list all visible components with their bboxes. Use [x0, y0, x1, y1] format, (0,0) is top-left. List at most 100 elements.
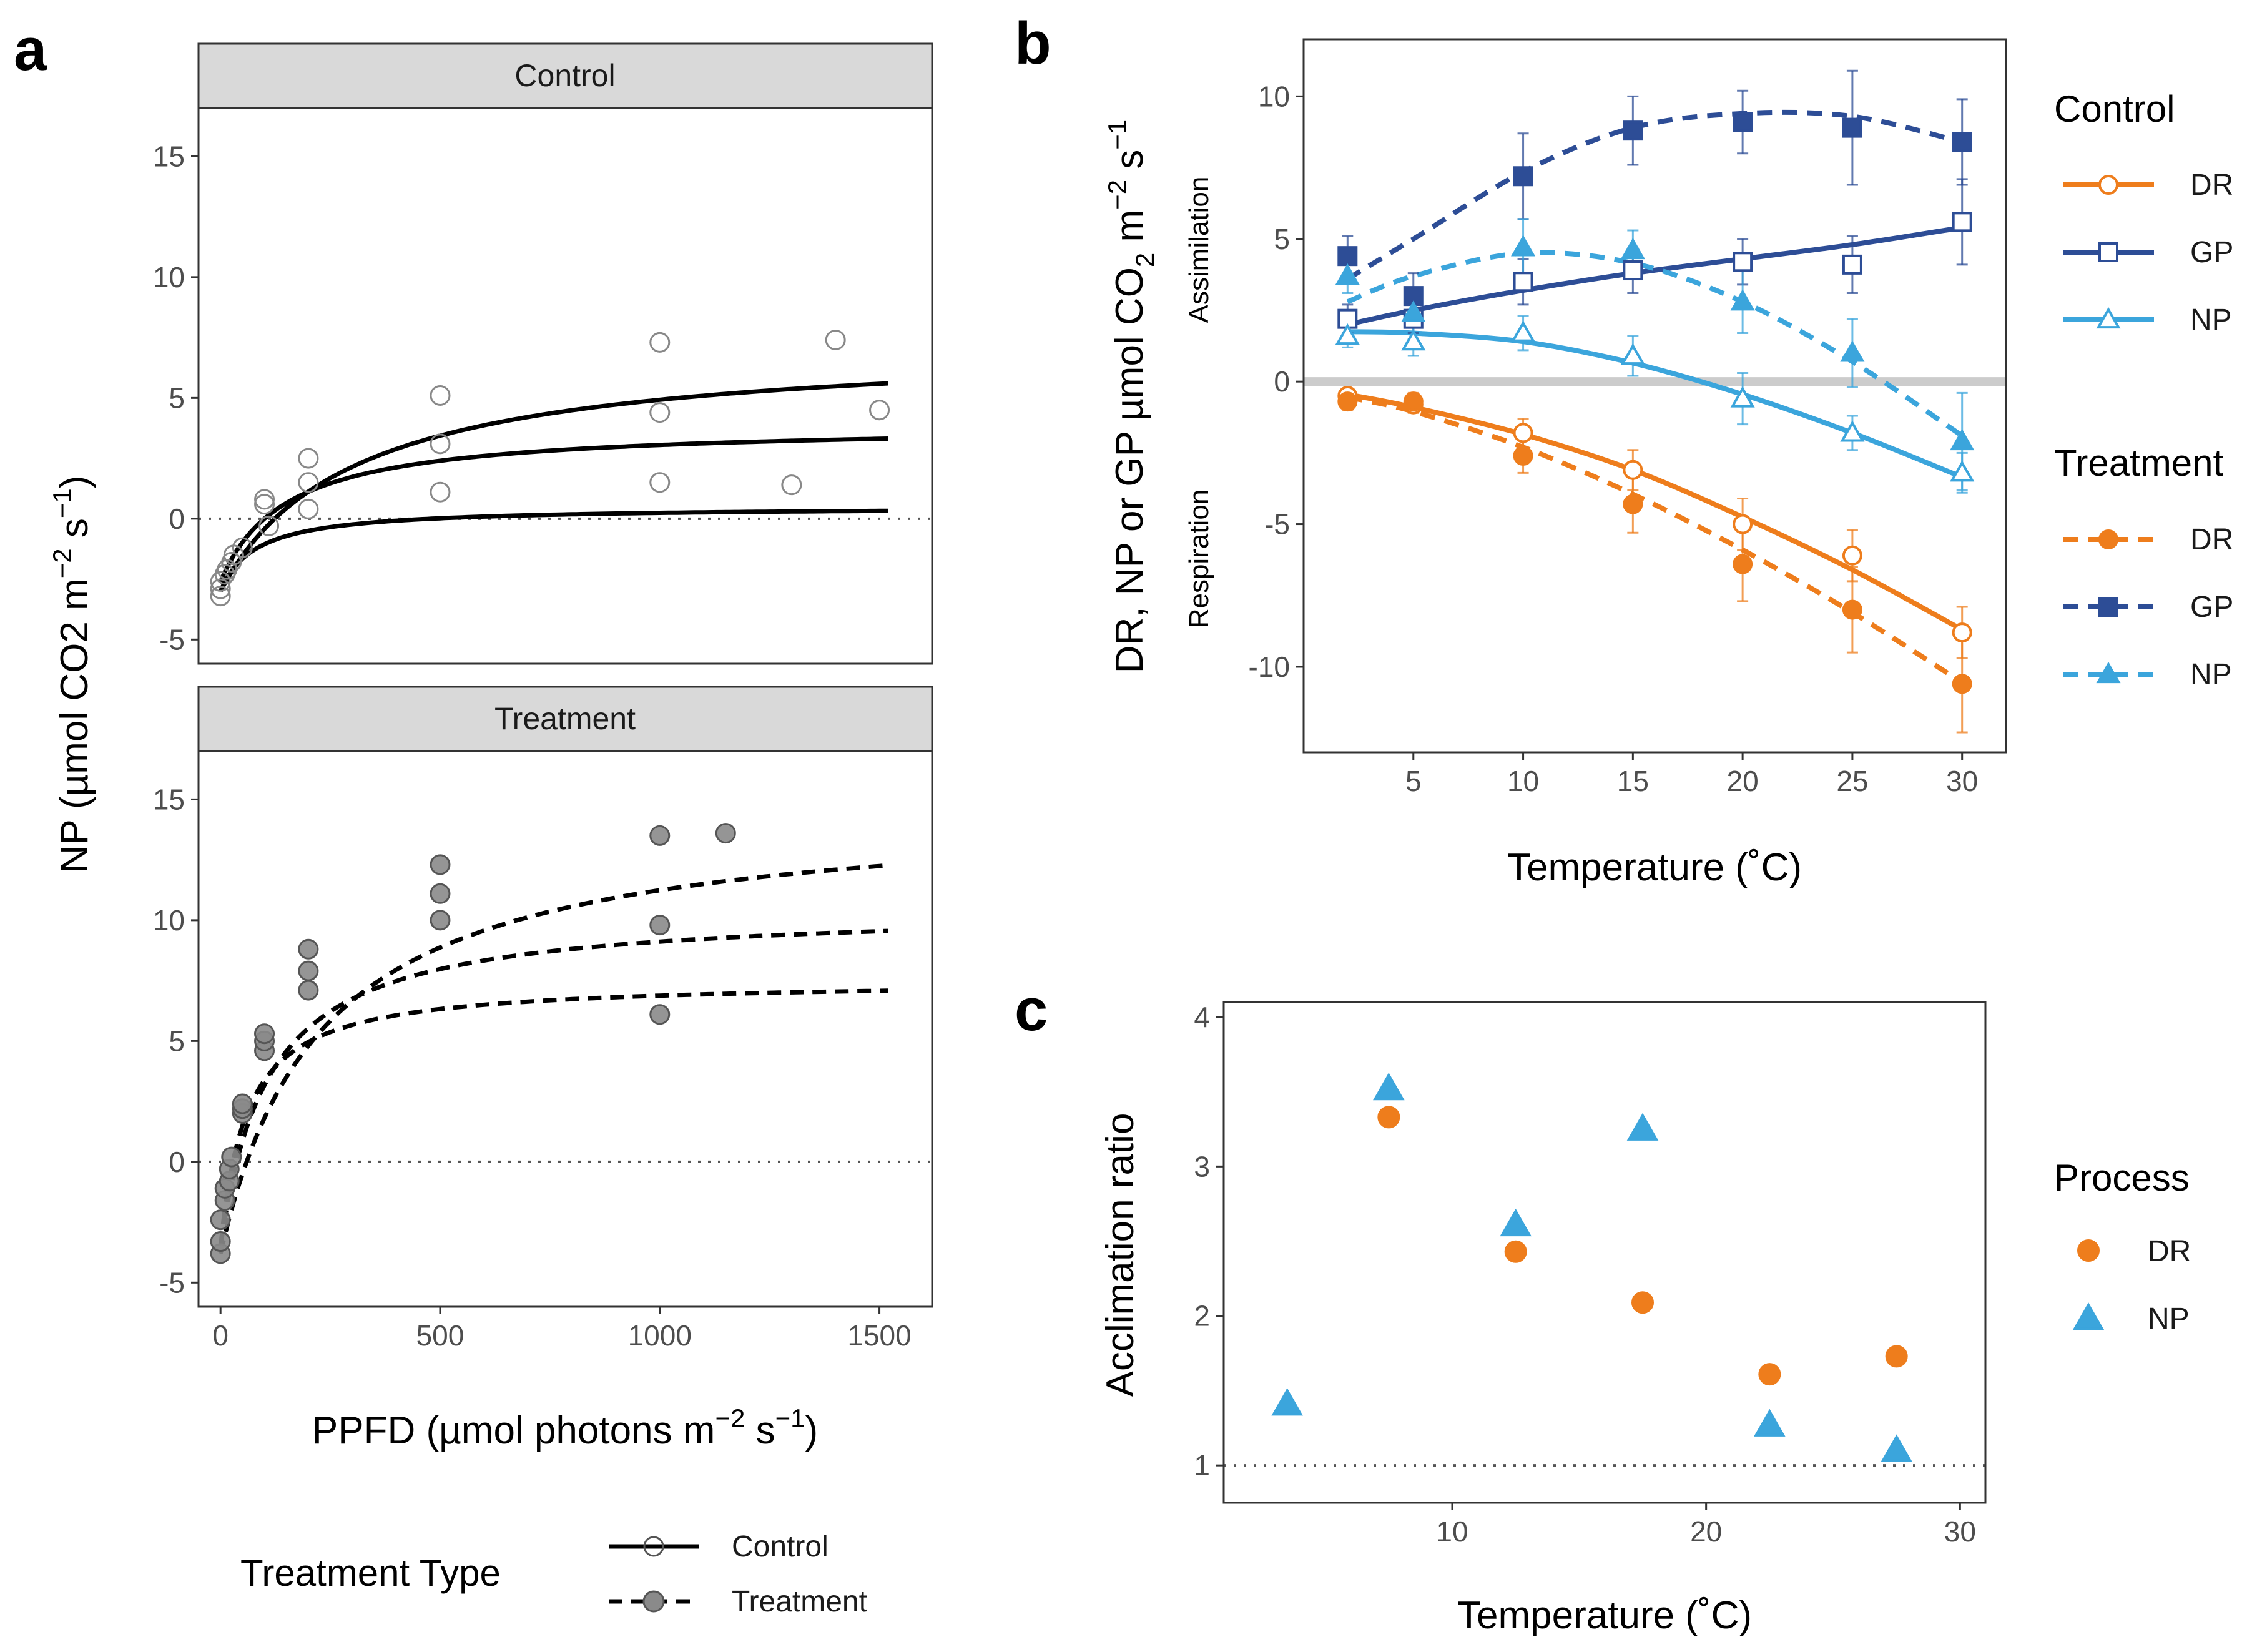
- a-control-point: [649, 402, 671, 423]
- b-legend-keys: [2063, 175, 2154, 684]
- b-x-tick-label: 15: [1617, 765, 1649, 797]
- b-error-bars: [1342, 69, 1968, 734]
- a-treatment-fit-curve-1: [218, 863, 888, 1254]
- b-x-tick-label: 10: [1507, 765, 1539, 797]
- a-control-point: [298, 472, 319, 493]
- a-top-fit-curves: [219, 381, 888, 592]
- b-y-tick-label: -5: [1264, 508, 1290, 541]
- b-point-treatment-dr: [1403, 391, 1424, 412]
- a-x-tick-label: 1000: [628, 1319, 692, 1352]
- b-point-treatment-dr: [1513, 445, 1533, 466]
- c-legend-key-np: [2072, 1302, 2105, 1330]
- a-bottom-y-tick-label: 10: [153, 904, 185, 937]
- a-treatment-point: [210, 1231, 231, 1252]
- c-y-tick-label: 3: [1194, 1150, 1210, 1182]
- b-x-tick-label: 5: [1405, 765, 1422, 797]
- c-point-dr: [1885, 1345, 1908, 1368]
- b-fit-curves: [1346, 109, 1964, 685]
- a-control-fit-curve-1: [219, 381, 888, 592]
- b-y-tick-label: 0: [1274, 365, 1290, 398]
- a-y-axis-title: NP (µmol CO2 m−2 s−1): [47, 476, 96, 873]
- a-treatment-point: [254, 1023, 275, 1045]
- c-x-axis: 10 20 30: [1436, 1503, 1976, 1548]
- b-point-control-gp: [1842, 254, 1862, 275]
- a-bottom-y-tick-label: 15: [153, 783, 185, 815]
- a-legend: Treatment Type Control Treatment: [240, 1530, 867, 1618]
- c-x-axis-title: Temperature (˚C): [1457, 1594, 1752, 1637]
- b-legend-key-marker-control-dr: [2098, 175, 2118, 195]
- b-legend-label-treatment-dr: DR: [2190, 523, 2233, 556]
- a-control-point: [210, 578, 231, 599]
- a-control-point: [298, 498, 319, 519]
- panel-c: 1 2 3 4 10 20 30 Temperature (˚C) Acclimation…: [1099, 1001, 2191, 1637]
- a-control-point: [210, 586, 231, 607]
- b-point-treatment-dr: [1733, 554, 1753, 574]
- b-point-control-gp: [1623, 260, 1643, 281]
- a-top-plot-border: [197, 107, 933, 665]
- b-point-treatment-gp: [1733, 112, 1753, 132]
- panel-letter-a: a: [14, 16, 47, 83]
- c-y-axis: 1 2 3 4: [1194, 1001, 1224, 1482]
- b-legend-label-treatment-np: NP: [2190, 658, 2232, 691]
- b-point-treatment-gp: [1952, 132, 1972, 152]
- a-top-y-tick-label: 10: [153, 261, 185, 293]
- b-point-treatment-np: [1950, 428, 1975, 451]
- a-x-tick-label: 1500: [847, 1319, 911, 1352]
- b-point-treatment-gp: [1842, 117, 1862, 138]
- c-point-dr: [1504, 1240, 1527, 1263]
- a-control-point: [869, 400, 890, 421]
- c-point-np: [1500, 1208, 1532, 1237]
- b-point-control-np: [1730, 386, 1755, 408]
- c-y-axis-title: Acclimation ratio: [1099, 1113, 1142, 1397]
- b-point-control-dr: [1842, 545, 1862, 566]
- c-y-tick-label: 2: [1194, 1300, 1210, 1332]
- panel-letter-c: c: [1015, 976, 1048, 1043]
- b-point-control-np: [1401, 329, 1426, 351]
- a-bottom-plot-border: [197, 750, 933, 1308]
- b-point-treatment-gp: [1623, 120, 1643, 141]
- b-fit-treatment-np: [1346, 250, 1964, 438]
- a-control-point: [430, 385, 451, 406]
- c-legend-title: Process: [2054, 1157, 2190, 1199]
- b-x-tick-label: 25: [1836, 765, 1868, 797]
- a-control-point: [430, 481, 451, 503]
- b-x-axis: 5 10 15 20 25 30: [1405, 752, 1978, 797]
- a-control-point: [649, 472, 671, 493]
- a-control-point: [232, 537, 253, 558]
- b-point-treatment-dr: [1623, 494, 1643, 514]
- b-point-treatment-dr: [1337, 391, 1358, 412]
- b-side-label-respiration: Respiration: [1184, 489, 1214, 629]
- a-top-points: [210, 329, 890, 607]
- b-point-treatment-gp: [1337, 246, 1358, 267]
- a-treatment-point: [430, 883, 451, 904]
- c-legend-label-np: NP: [2148, 1302, 2190, 1335]
- a-treatment-point: [649, 915, 671, 936]
- c-legend-keys: [2072, 1239, 2105, 1330]
- b-legend-label-control-dr: DR: [2190, 169, 2233, 202]
- b-legend: Control Treatment DR GP NP DR GP NP: [2054, 88, 2233, 691]
- a-treatment-point: [298, 980, 319, 1001]
- b-point-control-dr: [1513, 423, 1533, 443]
- a-control-point: [254, 489, 275, 510]
- a-control-point: [649, 332, 671, 353]
- b-legend-key-marker-control-np: [2096, 307, 2121, 329]
- b-point-treatment-np: [1620, 237, 1645, 260]
- panel-a: Control -5 0 5 10 15 Treatment -5 0 5 10 15 0 500…: [47, 42, 933, 1618]
- a-legend-label-control: Control: [732, 1530, 829, 1563]
- a-bottom-y-tick-label: 5: [169, 1025, 185, 1057]
- c-points: [1271, 1072, 1912, 1462]
- b-y-tick-label: -10: [1249, 651, 1290, 683]
- b-legend-title-treatment: Treatment: [2054, 442, 2224, 484]
- c-point-np: [1881, 1434, 1912, 1462]
- b-legend-key-marker-treatment-np: [2096, 661, 2121, 684]
- c-point-np: [1626, 1113, 1659, 1141]
- a-top-y-tick-label: 15: [153, 140, 185, 172]
- a-control-point: [430, 433, 451, 455]
- a-treatment-point: [649, 1004, 671, 1025]
- b-legend-key-marker-treatment-dr: [2098, 529, 2118, 549]
- b-point-treatment-np: [1511, 235, 1536, 257]
- b-point-treatment-np: [1730, 289, 1755, 311]
- b-legend-key-marker-control-gp: [2098, 242, 2118, 262]
- b-y-axis-title: DR, NP or GP µmol CO2 m−2 s−1: [1103, 120, 1159, 673]
